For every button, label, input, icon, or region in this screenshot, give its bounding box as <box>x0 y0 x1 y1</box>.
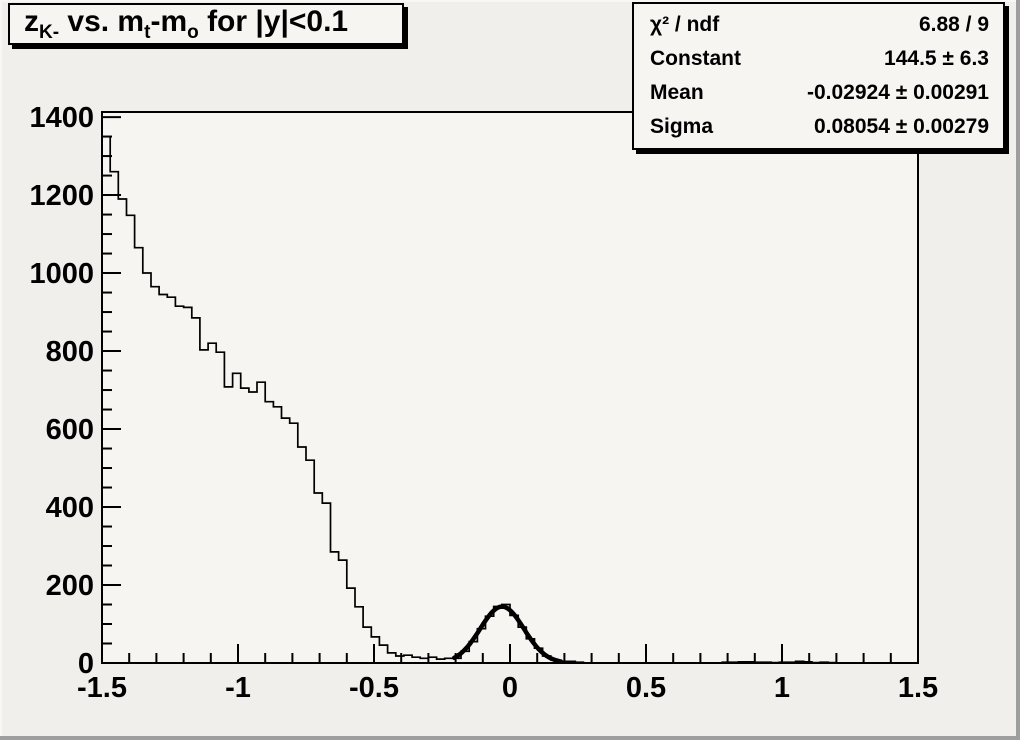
gaussian-fit-curve <box>451 604 564 664</box>
y-tick-label: 0 <box>78 648 94 680</box>
x-tick-label: 1 <box>774 672 790 704</box>
y-tick-label: 200 <box>46 570 94 602</box>
stats-label: Mean <box>650 81 704 104</box>
y-tick-label: 400 <box>46 492 94 524</box>
stats-value: 0.08054 ± 0.00279 <box>813 115 989 138</box>
x-tick-label: 0 <box>502 672 518 704</box>
y-tick-label: 1200 <box>29 180 94 212</box>
stats-row-constant: Constant 144.5 ± 6.3 <box>634 47 1003 71</box>
x-tick-label: 0.5 <box>626 672 666 704</box>
y-tick-label: 1000 <box>29 258 94 290</box>
stats-value: 6.88 / 9 <box>918 13 989 36</box>
y-tick-label: 800 <box>46 336 94 368</box>
x-tick-label: 1.5 <box>898 672 938 704</box>
title-box: zK- vs. mt-mo for |y|<0.1 <box>8 3 404 45</box>
stats-value: -0.02924 ± 0.00291 <box>806 81 989 104</box>
stats-row-mean: Mean -0.02924 ± 0.00291 <box>634 81 1003 105</box>
histogram-line <box>102 135 918 664</box>
stats-row-chi2: χ² / ndf 6.88 / 9 <box>634 13 1003 37</box>
x-tick-label: -1 <box>225 672 251 704</box>
y-tick-label: 1400 <box>29 102 94 134</box>
stats-box: χ² / ndf 6.88 / 9 Constant 144.5 ± 6.3 M… <box>632 2 1005 150</box>
stats-label: Constant <box>650 47 741 70</box>
stats-label: χ² / ndf <box>650 13 720 36</box>
stats-label: Sigma <box>650 115 714 138</box>
x-tick-label: -1.5 <box>77 672 127 704</box>
stats-value: 144.5 ± 6.3 <box>884 47 989 70</box>
plot-frame <box>101 111 919 664</box>
y-tick-label: 600 <box>46 414 94 446</box>
plot-title: zK- vs. mt-mo for |y|<0.1 <box>24 4 349 43</box>
stats-row-sigma: Sigma 0.08054 ± 0.00279 <box>634 115 1003 139</box>
x-tick-label: -0.5 <box>349 672 399 704</box>
